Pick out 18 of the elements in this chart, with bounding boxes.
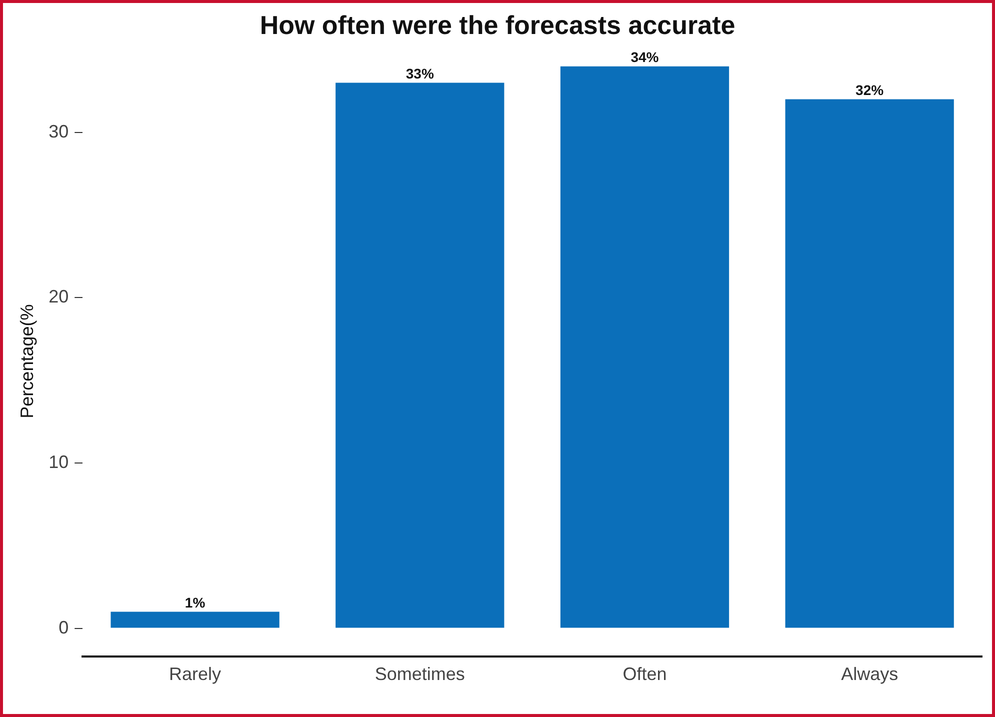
data-label: 33% (406, 66, 434, 82)
bar (336, 82, 504, 628)
bar (560, 66, 730, 628)
data-label: 32% (856, 82, 884, 98)
y-tick-label: 20 (48, 286, 69, 307)
y-tick-label: 10 (48, 452, 69, 472)
chart-title: How often were the forecasts accurate (260, 10, 736, 40)
x-tick-label: Sometimes (374, 664, 465, 684)
data-label: 1% (184, 594, 206, 611)
y-axis-title: Percentage(% (16, 304, 37, 418)
bar (110, 612, 280, 628)
bar (785, 99, 954, 628)
x-tick-label: Always (841, 664, 898, 684)
y-tick-label: 30 (48, 121, 69, 142)
x-tick-label: Often (622, 664, 667, 684)
data-label: 34% (630, 49, 660, 66)
y-tick-label: 0 (58, 617, 69, 638)
x-tick-label: Rarely (169, 664, 222, 684)
